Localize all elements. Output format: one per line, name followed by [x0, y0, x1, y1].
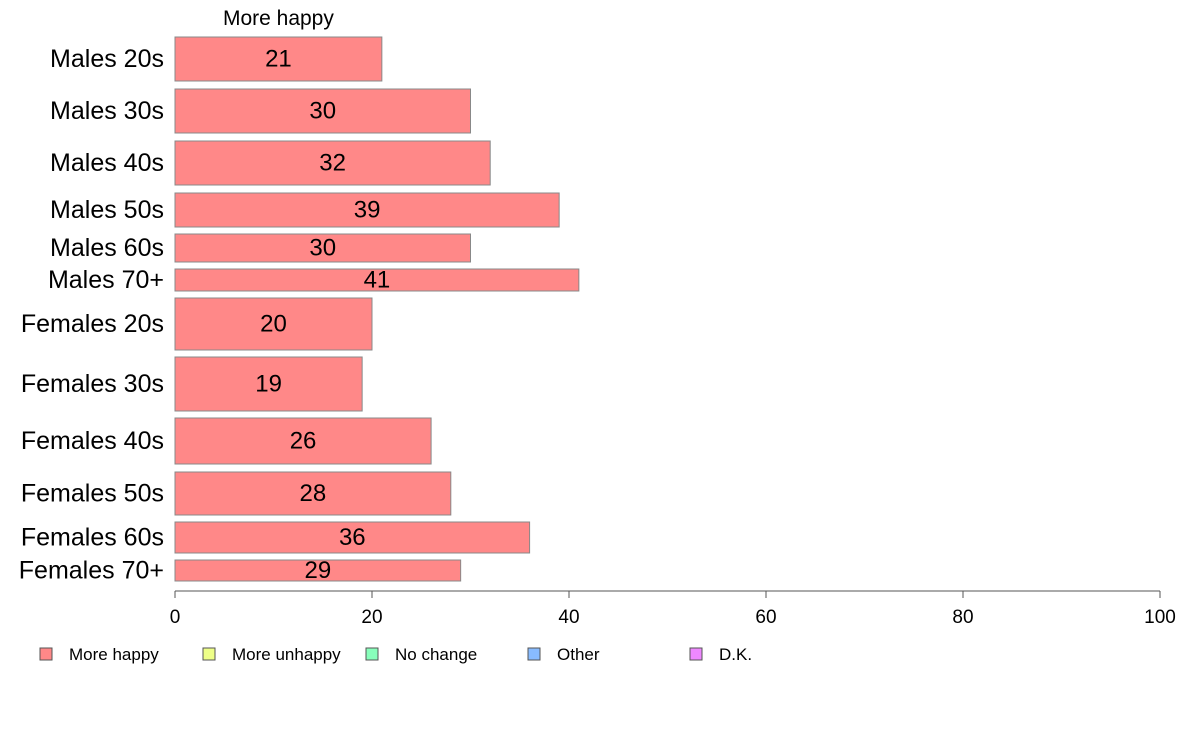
bar-label: 32: [319, 150, 346, 177]
bar-label: 28: [300, 480, 327, 507]
bar: [174, 192, 560, 228]
series-title: More happy: [223, 7, 334, 30]
category-label: Females 30s: [21, 370, 164, 398]
bar: [174, 521, 531, 554]
bar-label: 19: [255, 371, 282, 398]
legend-label: More happy: [69, 645, 159, 664]
category-label: Males 60s: [50, 234, 164, 262]
category-label: Males 40s: [50, 149, 164, 177]
legend-swatch: [39, 647, 53, 661]
bar: [174, 471, 452, 516]
bar: [174, 268, 580, 292]
category-label: Females 20s: [21, 310, 164, 338]
bar-label: 39: [354, 197, 381, 224]
bar: [174, 140, 491, 186]
category-label: Males 20s: [50, 45, 164, 73]
category-label: Females 50s: [21, 480, 164, 508]
bar-label: 41: [364, 267, 391, 294]
legend-label: Other: [557, 645, 600, 664]
bar-label: 29: [304, 557, 331, 584]
bar-label: 36: [339, 524, 366, 551]
legend-label: More unhappy: [232, 645, 341, 664]
x-tick-label: 80: [952, 607, 973, 628]
category-label: Males 50s: [50, 196, 164, 224]
x-tick-label: 60: [755, 607, 776, 628]
category-label: Females 60s: [21, 524, 164, 552]
category-label: Males 70+: [48, 266, 164, 294]
category-label: Females 70+: [19, 557, 164, 585]
bar-label: 30: [309, 235, 336, 262]
x-tick-label: 40: [558, 607, 579, 628]
legend-swatch: [527, 647, 541, 661]
legend-label: D.K.: [719, 645, 752, 664]
bar: [174, 417, 432, 465]
bar-label: 20: [260, 311, 287, 338]
bar: [174, 559, 462, 582]
legend-swatch: [365, 647, 379, 661]
legend-label: No change: [395, 645, 477, 664]
bar-label: 26: [290, 428, 317, 455]
bar-label: 30: [309, 98, 336, 125]
category-label: Males 30s: [50, 97, 164, 125]
bar: [174, 36, 383, 82]
legend-swatch: [689, 647, 703, 661]
category-label: Females 40s: [21, 427, 164, 455]
x-tick-label: 20: [361, 607, 382, 628]
bar-label: 21: [265, 46, 292, 73]
bar: [174, 356, 363, 412]
x-tick-label: 100: [1144, 607, 1176, 628]
bar: [174, 233, 471, 263]
bar: [174, 88, 471, 134]
legend-swatch: [202, 647, 216, 661]
x-tick-label: 0: [170, 607, 181, 628]
bar: [174, 297, 373, 351]
